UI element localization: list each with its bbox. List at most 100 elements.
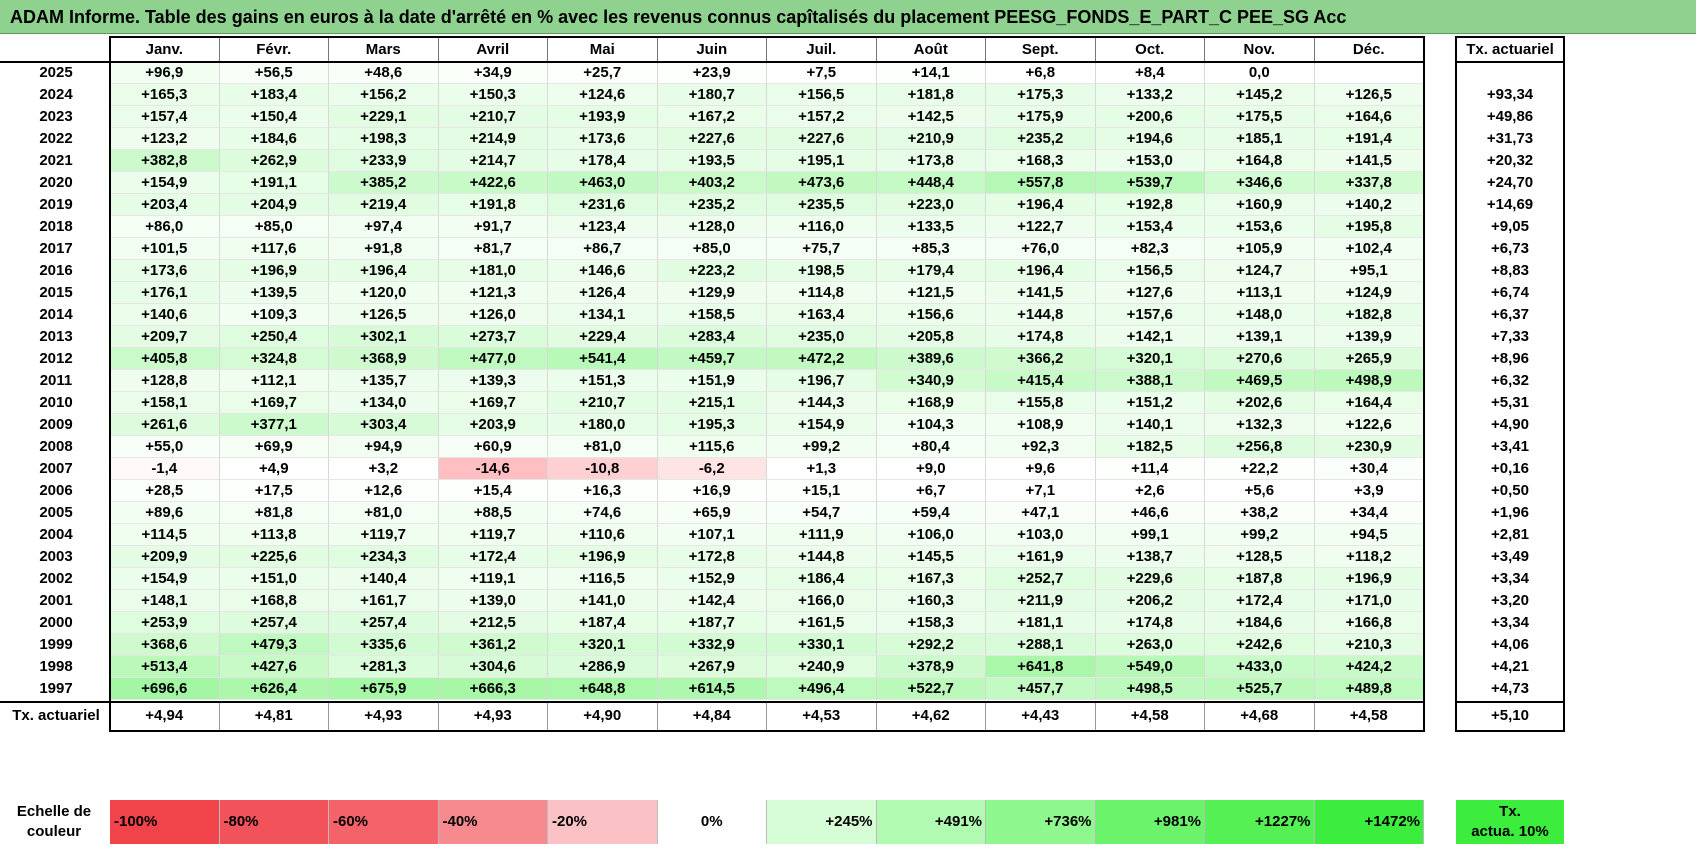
table-cell: -1,4 (110, 458, 220, 480)
table-cell: +182,5 (1095, 436, 1205, 458)
scale-swatch: 0% (657, 800, 767, 844)
table-cell: +174,8 (1095, 612, 1205, 634)
table-cell: +132,3 (1205, 414, 1315, 436)
table-cell: +85,0 (219, 216, 329, 238)
table-cell: +340,9 (876, 370, 986, 392)
table-cell: +105,9 (1205, 238, 1315, 260)
table-cell: +7,5 (767, 62, 877, 84)
table-cell: +235,2 (657, 194, 767, 216)
year-label: 2007 (39, 460, 73, 477)
tx-actuariel-cell: +4,90 (1491, 416, 1529, 433)
table-cell: +235,2 (986, 128, 1096, 150)
table-cell: +256,8 (1205, 436, 1315, 458)
table-cell: +489,8 (1314, 678, 1424, 700)
table-cell: +124,7 (1205, 260, 1315, 282)
tx-actuariel-cell: +49,86 (1486, 108, 1534, 125)
year-label: 1997 (39, 680, 73, 697)
table-cell: +257,4 (329, 612, 439, 634)
table-cell: +168,8 (219, 590, 329, 612)
month-header: Déc. (1315, 37, 1424, 62)
table-cell: +2,6 (1095, 480, 1205, 502)
table-cell: +196,4 (986, 194, 1096, 216)
year-label: 2020 (39, 174, 73, 191)
table-cell: +122,6 (1314, 414, 1424, 436)
year-label: 2021 (39, 152, 73, 169)
table-cell: +263,0 (1095, 634, 1205, 656)
table-cell: +172,8 (657, 546, 767, 568)
table-cell: +270,6 (1205, 348, 1315, 370)
table-cell: +16,3 (548, 480, 658, 502)
year-label: 2005 (39, 504, 73, 521)
table-cell: +56,5 (219, 62, 329, 84)
tx-actuariel-cell: +3,34 (1491, 614, 1529, 631)
tx-actuariel-cell: +4,21 (1491, 658, 1529, 675)
table-cell: +128,5 (1205, 546, 1315, 568)
tx-actuariel-cell: +4,06 (1491, 636, 1529, 653)
table-cell: +14,1 (876, 62, 986, 84)
year-label: 2004 (39, 526, 73, 543)
table-cell: +525,7 (1205, 678, 1315, 700)
table-cell: +167,3 (876, 568, 986, 590)
table-cell: +164,8 (1205, 150, 1315, 172)
table-cell: +427,6 (219, 656, 329, 678)
year-label: 2023 (39, 108, 73, 125)
table-cell: +366,2 (986, 348, 1096, 370)
table-cell: +172,4 (1205, 590, 1315, 612)
table-cell: +138,7 (1095, 546, 1205, 568)
table-cell: +163,4 (767, 304, 877, 326)
table-cell: +122,7 (986, 216, 1096, 238)
table-cell: +227,6 (657, 128, 767, 150)
table-cell: +11,4 (1095, 458, 1205, 480)
table-cell: +113,8 (219, 524, 329, 546)
table-cell: +212,5 (438, 612, 548, 634)
table-cell: +303,4 (329, 414, 439, 436)
table-cell: +123,2 (110, 128, 220, 150)
month-header: Oct. (1096, 37, 1205, 62)
table-cell: +116,5 (548, 568, 658, 590)
table-cell: +145,2 (1205, 84, 1315, 106)
table-cell: +161,5 (767, 612, 877, 634)
table-cell: +23,9 (657, 62, 767, 84)
table-cell: +541,4 (548, 348, 658, 370)
table-cell: +97,4 (329, 216, 439, 238)
table-cell: +1,3 (767, 458, 877, 480)
table-cell: +253,9 (110, 612, 220, 634)
table-cell: +126,0 (438, 304, 548, 326)
table-cell: +337,8 (1314, 172, 1424, 194)
year-label: 2022 (39, 130, 73, 147)
table-cell: +123,4 (548, 216, 658, 238)
table-cell: +65,9 (657, 502, 767, 524)
table-cell: +614,5 (657, 678, 767, 700)
table-cell: +95,1 (1314, 260, 1424, 282)
table-cell: +92,3 (986, 436, 1096, 458)
table-cell: +176,1 (110, 282, 220, 304)
table-cell: +151,3 (548, 370, 658, 392)
footer-cell: +4,58 (1315, 702, 1424, 730)
footer-cell: +4,90 (548, 702, 658, 730)
table-cell: +140,4 (329, 568, 439, 590)
table-cell: +146,6 (548, 260, 658, 282)
year-label: 2024 (39, 86, 73, 103)
table-cell: +463,0 (548, 172, 658, 194)
table-cell: +156,6 (876, 304, 986, 326)
table-cell: +128,8 (110, 370, 220, 392)
table-cell: +148,0 (1205, 304, 1315, 326)
table-cell: +115,6 (657, 436, 767, 458)
footer-tx-cell: +5,10 (1491, 707, 1529, 724)
table-cell: +214,9 (438, 128, 548, 150)
footer-cell: +4,43 (986, 702, 1096, 730)
table-cell: +158,1 (110, 392, 220, 414)
table-cell: +389,6 (876, 348, 986, 370)
table-cell: +81,0 (329, 502, 439, 524)
table-cell: +47,1 (986, 502, 1096, 524)
table-cell: +304,6 (438, 656, 548, 678)
table-cell: +696,6 (110, 678, 220, 700)
table-cell: +265,9 (1314, 348, 1424, 370)
table-cell: +496,4 (767, 678, 877, 700)
table-cell: +75,7 (767, 238, 877, 260)
table-cell: +626,4 (219, 678, 329, 700)
tx-actuariel-cell: +6,73 (1491, 240, 1529, 257)
table-cell: +22,2 (1205, 458, 1315, 480)
table-cell: +60,9 (438, 436, 548, 458)
tx-actuariel-cell: +93,34 (1486, 86, 1534, 103)
